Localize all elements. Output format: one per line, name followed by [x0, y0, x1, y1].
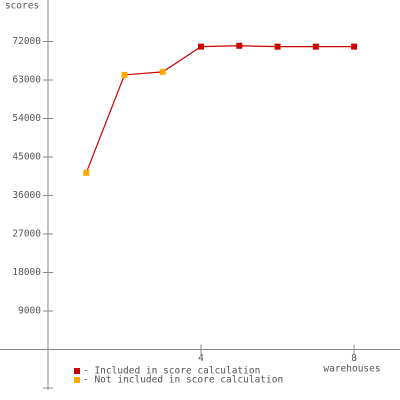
data-point [121, 71, 128, 78]
y-tick-label: 72000 [12, 36, 41, 47]
legend-label: - Not included in score calculation [83, 375, 283, 386]
y-tick-label: 9000 [18, 306, 41, 317]
y-tick-label: 63000 [12, 75, 41, 86]
data-point [351, 43, 358, 50]
legend-swatch [74, 377, 80, 383]
y-tick-label: 54000 [12, 113, 41, 124]
data-point [312, 43, 319, 50]
y-axis-label: scores [5, 1, 39, 12]
x-tick-label: 4 [198, 353, 204, 364]
data-line [85, 45, 355, 174]
y-tick-label: 45000 [12, 152, 41, 163]
data-point [274, 43, 281, 50]
data-point [236, 42, 243, 49]
y-tick-label: 36000 [12, 190, 41, 201]
y-tick-label: 27000 [12, 229, 41, 240]
data-point [198, 43, 205, 50]
data-point [159, 68, 166, 75]
x-tick-label: 8 [351, 353, 357, 364]
data-point [83, 169, 90, 176]
y-tick-label: 18000 [12, 267, 41, 278]
x-axis-label: warehouses [323, 364, 380, 375]
legend-label: - Included in score calculation [83, 366, 260, 377]
legend-swatch [74, 368, 80, 374]
